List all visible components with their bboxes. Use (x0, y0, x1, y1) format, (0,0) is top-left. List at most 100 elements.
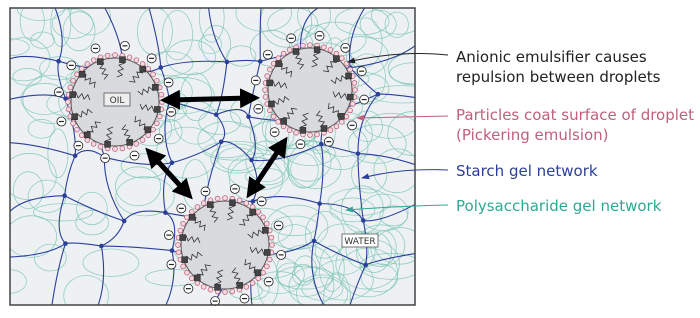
particle (79, 66, 84, 71)
starch-node (363, 263, 368, 268)
particle (261, 215, 266, 220)
particle (287, 48, 292, 53)
emulsifier-head (293, 48, 299, 54)
particle (181, 221, 186, 226)
particle (189, 276, 194, 281)
particle (185, 215, 190, 220)
emulsifier-head (281, 118, 287, 124)
emulsifier-head (180, 235, 186, 241)
particle (159, 92, 164, 97)
emulsifier-head (314, 47, 320, 53)
starch-node (219, 139, 224, 144)
emulsifier-head (333, 56, 339, 62)
annotation: Particles coat surface of droplet (456, 106, 694, 124)
particle (322, 45, 327, 50)
particle (157, 114, 162, 119)
particle (350, 102, 355, 107)
emulsifier-head (140, 66, 146, 72)
particle (339, 119, 344, 124)
starch-node (214, 112, 219, 117)
starch-node (163, 210, 168, 215)
starch-node (170, 248, 175, 253)
particle (308, 133, 313, 138)
particle (134, 141, 139, 146)
particle (268, 67, 273, 72)
particle (270, 243, 275, 248)
emulsifier-head (70, 92, 76, 98)
emulsifier-head (105, 141, 111, 147)
particle (348, 108, 353, 113)
particle (176, 243, 181, 248)
particle (146, 133, 151, 138)
oil-label: OIL (110, 96, 125, 106)
particle (146, 66, 151, 71)
emulsifier-head (267, 80, 273, 86)
emulsifier-head (127, 139, 133, 145)
starch-node (361, 218, 366, 223)
emulsifier-head (338, 113, 344, 119)
particle (154, 121, 159, 126)
particle (352, 81, 357, 86)
particle (75, 72, 80, 77)
starch-node (312, 239, 317, 244)
particle (244, 284, 249, 289)
particle (151, 127, 156, 132)
particle (215, 196, 220, 201)
particle (91, 58, 96, 63)
particle (66, 100, 71, 105)
particle (140, 138, 145, 143)
particle (237, 198, 242, 203)
particle (181, 264, 186, 269)
particle (256, 209, 261, 214)
particle (276, 119, 281, 124)
particle (328, 128, 333, 133)
annotation: (Pickering emulsion) (456, 126, 609, 144)
emulsifier-head (72, 114, 78, 120)
starch-node (251, 199, 256, 204)
particle (265, 74, 270, 79)
particle (66, 107, 71, 112)
particle (127, 55, 132, 60)
emulsifier-head (347, 94, 353, 100)
particle (287, 128, 292, 133)
particle (223, 290, 228, 295)
particle (185, 270, 190, 275)
annotation: Starch gel network (456, 162, 598, 180)
starch-node (99, 244, 104, 249)
starch-node (317, 201, 322, 206)
particle (160, 100, 165, 105)
particle (140, 62, 145, 67)
particle (208, 287, 213, 292)
particle (85, 62, 90, 67)
particle (176, 250, 181, 255)
particle (71, 78, 76, 83)
particle (85, 138, 90, 143)
emulsifier-head (79, 71, 85, 77)
emulsifier-head (276, 61, 282, 67)
emulsifier-head (268, 101, 274, 107)
starch-node (122, 219, 127, 224)
particle (271, 114, 276, 119)
emulsifier-head (321, 126, 327, 132)
particle (151, 72, 156, 77)
particle (264, 221, 269, 226)
particle (339, 56, 344, 61)
particle (263, 88, 268, 93)
particle (244, 201, 249, 206)
particle (344, 114, 349, 119)
water-label: WATER (344, 237, 375, 247)
particle (113, 53, 118, 58)
particle (334, 124, 339, 129)
starch-node (63, 241, 68, 246)
starch-node (73, 153, 78, 158)
emulsifier-head (264, 249, 270, 255)
emulsifier-head (215, 284, 221, 290)
particle (105, 53, 110, 58)
emulsifier-head (145, 127, 151, 133)
particle (250, 281, 255, 286)
emulsifier-head (207, 202, 213, 208)
particle (268, 108, 273, 113)
particle (264, 264, 269, 269)
particle (263, 95, 268, 100)
emulsifier-head (229, 200, 235, 206)
